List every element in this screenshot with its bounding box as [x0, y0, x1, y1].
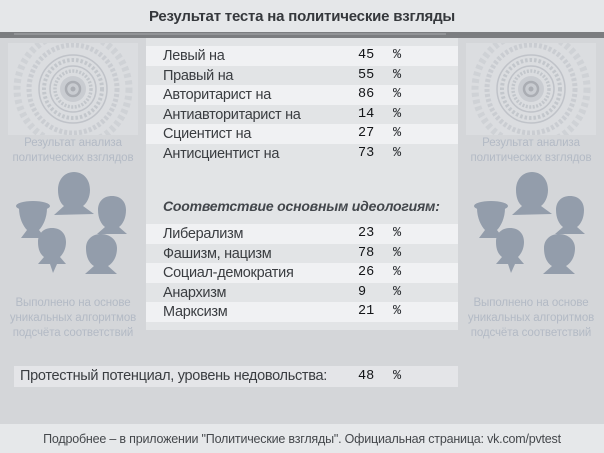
portrait-hitler: [97, 196, 127, 234]
divider-strip: [0, 32, 604, 38]
page-title: Результат теста на политические взгляды: [148, 7, 456, 25]
political-leaders-portraits-icon: [466, 170, 596, 294]
table-row: Социал-демократия 26 %: [146, 263, 458, 283]
portrait-churchill: [543, 234, 575, 274]
row-value: 23: [358, 226, 375, 241]
ideologies-results-table: Либерализм 23 % Фашизм, нацизм 78 % Соци…: [146, 224, 458, 322]
sidebar-right: Результат анализа политических взглядов: [458, 38, 604, 424]
row-unit: %: [393, 265, 402, 280]
table-row: Фашизм, нацизм 78 %: [146, 244, 458, 264]
protest-value: 48: [358, 369, 375, 384]
row-label: Марксизм: [163, 304, 228, 320]
row-label: Антисциентист на: [163, 145, 280, 162]
row-value: 73: [358, 145, 375, 161]
portrait-stalin: [54, 172, 94, 215]
protest-potential-row: Протестный потенциал, уровень недовольст…: [0, 366, 604, 387]
portrait-lenin: [38, 228, 66, 273]
row-value: 45: [358, 48, 375, 63]
portrait-hitler: [555, 196, 585, 234]
row-value: 14: [358, 106, 375, 122]
row-unit: %: [393, 106, 402, 122]
row-unit: %: [393, 304, 402, 319]
portrait-stalin: [512, 172, 552, 215]
footer-text: Подробнее – в приложении "Политические в…: [43, 431, 561, 446]
row-value: 86: [358, 87, 375, 102]
row-unit: %: [393, 67, 402, 83]
sidebar-caption-analysis: Результат анализа политических взглядов: [12, 137, 134, 164]
row-label: Сциентист на: [163, 126, 252, 142]
row-unit: %: [393, 245, 402, 261]
row-value: 21: [358, 304, 375, 319]
header-bar: Результат теста на политические взгляды: [0, 0, 604, 32]
sidebar-caption-algorithms: Выполнено на основе уникальных алгоритмо…: [9, 297, 137, 339]
portrait-che-guevara: [16, 201, 50, 238]
meander-medallion-icon: [8, 43, 138, 135]
row-unit: %: [393, 126, 402, 141]
content-area: Результат анализа политических взглядов: [0, 38, 604, 424]
row-unit: %: [393, 48, 402, 63]
protest-unit: %: [393, 369, 402, 384]
row-unit: %: [393, 87, 402, 102]
sidebar-caption-algorithms: Выполнено на основе уникальных алгоритмо…: [467, 297, 595, 339]
table-row: Марксизм 21 %: [146, 302, 458, 322]
portrait-che-guevara: [474, 201, 508, 238]
row-label: Анархизм: [163, 284, 227, 301]
protest-label: Протестный потенциал, уровень недовольст…: [20, 368, 327, 384]
protest-row-highlight-band: [14, 366, 458, 387]
row-value: 78: [358, 245, 375, 261]
political-leaders-portraits-icon: [8, 170, 138, 294]
footer-bar: Подробнее – в приложении "Политические в…: [0, 424, 604, 453]
portrait-churchill: [85, 234, 117, 274]
row-label: Левый на: [163, 48, 225, 64]
table-row: Левый на 45 %: [146, 46, 458, 66]
row-label: Либерализм: [163, 226, 244, 242]
row-unit: %: [393, 284, 402, 300]
sidebar-left: Результат анализа политических взглядов: [0, 38, 146, 424]
axes-results-table: Левый на 45 % Правый на 55 % Авторитарис…: [146, 46, 458, 163]
table-row: Либерализм 23 %: [146, 224, 458, 244]
sidebar-caption-analysis: Результат анализа политических взглядов: [470, 137, 592, 164]
table-row: Антиавторитарист на 14 %: [146, 105, 458, 125]
row-value: 27: [358, 126, 375, 141]
table-row: Анархизм 9 %: [146, 283, 458, 303]
meander-medallion-icon: [466, 43, 596, 135]
row-unit: %: [393, 145, 402, 161]
row-label: Правый на: [163, 67, 234, 84]
row-value: 9: [358, 284, 367, 300]
row-value: 26: [358, 265, 375, 280]
table-row: Сциентист на 27 %: [146, 124, 458, 144]
row-label: Антиавторитарист на: [163, 106, 301, 123]
table-row: Антисциентист на 73 %: [146, 144, 458, 164]
divider-strip-highlight: [14, 33, 446, 35]
row-label: Социал-демократия: [163, 265, 294, 281]
row-value: 55: [358, 67, 375, 83]
table-row: Правый на 55 %: [146, 66, 458, 86]
table-row: Авторитарист на 86 %: [146, 85, 458, 105]
row-unit: %: [393, 226, 402, 241]
portrait-lenin: [496, 228, 524, 273]
row-label: Авторитарист на: [163, 87, 271, 103]
row-label: Фашизм, нацизм: [163, 245, 272, 262]
ideologies-section-heading: Соответствие основным идеологиям:: [163, 198, 440, 214]
results-column: Левый на 45 % Правый на 55 % Авторитарис…: [146, 38, 458, 330]
